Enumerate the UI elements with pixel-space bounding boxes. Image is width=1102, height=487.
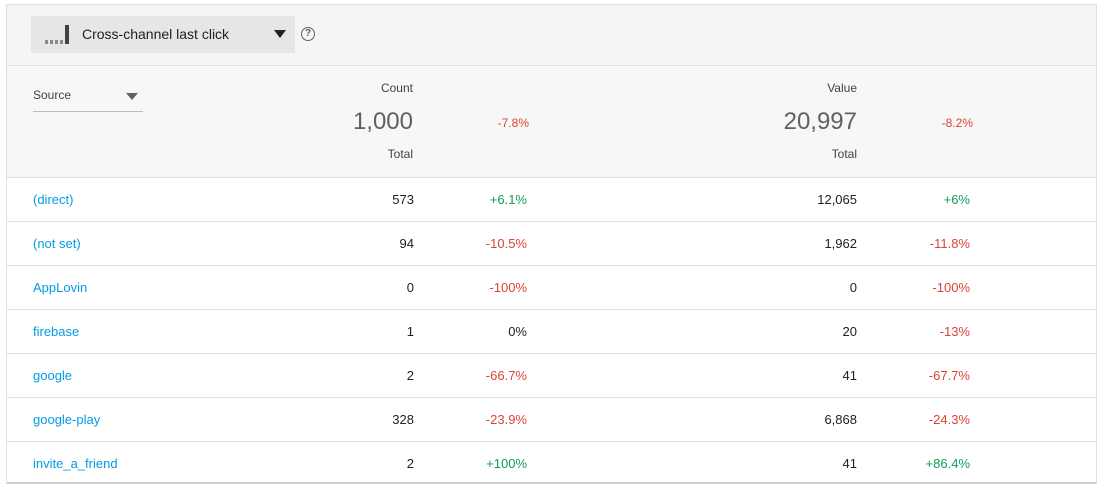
dimension-dropdown[interactable]: Source — [33, 88, 143, 112]
table-row: AppLovin 0 -100% 0 -100% — [7, 266, 1096, 310]
value-change-cell: -11.8% — [929, 236, 970, 251]
attribution-model-label: Cross-channel last click — [82, 26, 230, 42]
value-total-label: Total — [831, 147, 857, 161]
table-row: invite_a_friend 2 +100% 41 +86.4% — [7, 442, 1096, 482]
count-cell: 573 — [392, 192, 414, 207]
count-cell: 2 — [406, 456, 414, 471]
source-link[interactable]: AppLovin — [33, 280, 88, 295]
value-cell: 1,962 — [824, 236, 857, 251]
table-header: Source Count 1,000 -7.8% Total Value 20,… — [7, 66, 1096, 178]
table-row: (not set) 94 -10.5% 1,962 -11.8% — [7, 222, 1096, 266]
source-link[interactable]: (direct) — [33, 192, 74, 207]
count-cell: 94 — [399, 236, 414, 251]
source-link[interactable]: (not set) — [33, 236, 81, 251]
bar-chart-icon — [45, 25, 69, 44]
value-change-cell: -13% — [939, 324, 970, 339]
value-change-cell: -100% — [932, 280, 970, 295]
value-change-cell: -67.7% — [928, 368, 970, 383]
count-total-change: -7.8% — [497, 116, 529, 130]
value-cell: 0 — [849, 280, 857, 295]
count-cell: 2 — [406, 368, 414, 383]
count-column-label: Count — [380, 81, 413, 95]
source-link[interactable]: firebase — [33, 324, 80, 339]
value-column-label: Value — [827, 81, 857, 95]
count-cell: 328 — [392, 412, 414, 427]
value-cell: 41 — [842, 456, 857, 471]
table-row: google 2 -66.7% 41 -67.7% — [7, 354, 1096, 398]
count-change-cell: -23.9% — [485, 412, 527, 427]
count-change-cell: +6.1% — [489, 192, 527, 207]
source-link[interactable]: google — [33, 368, 73, 383]
value-cell: 41 — [842, 368, 857, 383]
table-body: (direct) 573 +6.1% 12,065 +6% (not set) … — [7, 178, 1096, 482]
count-change-cell: -10.5% — [485, 236, 527, 251]
toolbar: Cross-channel last click ? — [7, 5, 1096, 66]
source-link[interactable]: google-play — [33, 412, 101, 427]
source-link[interactable]: invite_a_friend — [33, 456, 118, 471]
value-change-cell: +6% — [943, 192, 970, 207]
value-change-cell: +86.4% — [925, 456, 970, 471]
attribution-model-dropdown[interactable]: Cross-channel last click — [31, 16, 295, 53]
value-cell: 20 — [842, 324, 857, 339]
count-change-cell: -66.7% — [485, 368, 527, 383]
count-cell: 1 — [406, 324, 414, 339]
count-total: 1,000 — [352, 108, 413, 135]
table-row: firebase 1 0% 20 -13% — [7, 310, 1096, 354]
table-row: (direct) 573 +6.1% 12,065 +6% — [7, 178, 1096, 222]
count-cell: 0 — [406, 280, 414, 295]
value-change-cell: -24.3% — [928, 412, 970, 427]
value-total-change: -8.2% — [941, 116, 973, 130]
count-change-cell: -100% — [489, 280, 527, 295]
chevron-down-icon — [274, 30, 286, 38]
value-cell: 6,868 — [824, 412, 857, 427]
table-row: google-play 328 -23.9% 6,868 -24.3% — [7, 398, 1096, 442]
chevron-down-icon — [126, 93, 138, 100]
help-circle-icon[interactable]: ? — [301, 27, 315, 41]
count-change-cell: +100% — [486, 456, 527, 471]
report-card: Cross-channel last click ? Source Count … — [6, 4, 1097, 484]
dimension-label: Source — [33, 88, 72, 102]
count-change-cell: 0% — [508, 324, 527, 339]
value-total: 20,997 — [783, 108, 857, 135]
value-cell: 12,065 — [817, 192, 857, 207]
count-total-label: Total — [387, 147, 413, 161]
